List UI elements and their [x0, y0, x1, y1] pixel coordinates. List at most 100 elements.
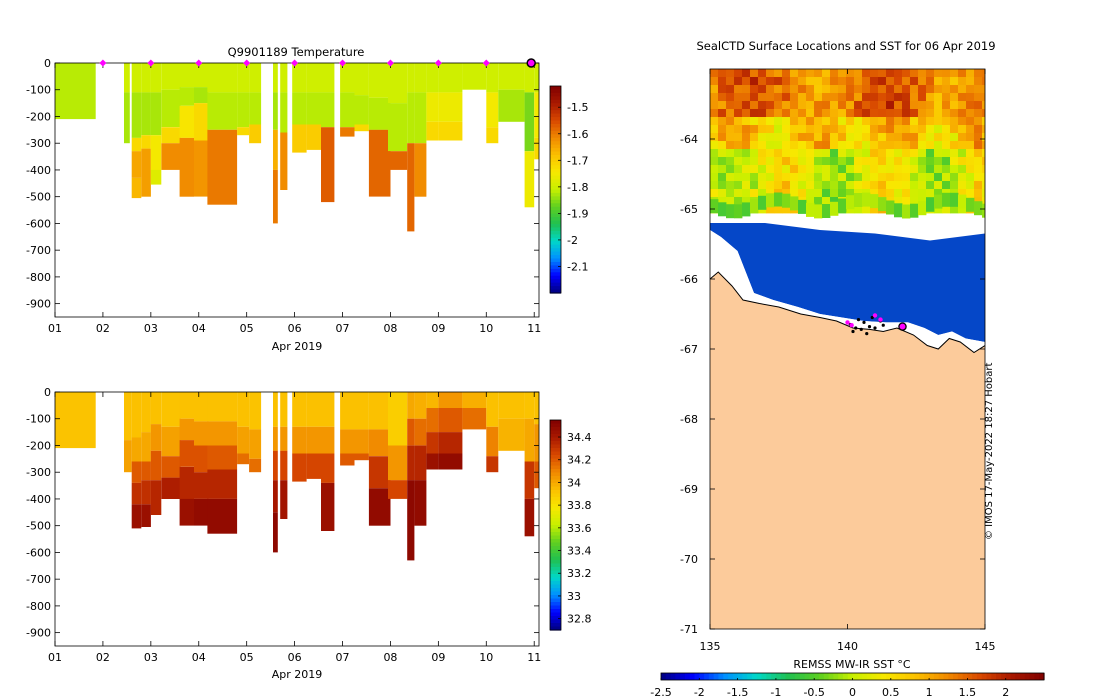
- sst-cell: [774, 149, 783, 158]
- sst-cell: [734, 181, 743, 190]
- sst-cell: [974, 77, 983, 86]
- colorbar-segment: [550, 472, 561, 477]
- profile-cell: [368, 429, 391, 457]
- sst-cell: [862, 101, 871, 110]
- profile-cell: [131, 392, 142, 438]
- colorbar-segment: [905, 673, 911, 680]
- profile-cell: [141, 148, 151, 197]
- x-tick-label: 03: [144, 322, 158, 335]
- profile-cell: [249, 63, 262, 93]
- sst-cell: [710, 133, 719, 142]
- temperature-panel: Q9901189 Temperature 0 -100 -200 -300 -400 -5…: [26, 45, 588, 353]
- sst-cell: [750, 157, 759, 166]
- sst-cell: [950, 192, 959, 207]
- profile-cell: [306, 453, 321, 479]
- sst-cell: [902, 93, 911, 102]
- sst-cell: [742, 133, 751, 142]
- colorbar-segment: [550, 521, 561, 526]
- sst-cell: [782, 77, 791, 86]
- colorbar-segment: [675, 673, 681, 680]
- sst-cell: [902, 85, 911, 94]
- sst-cell: [918, 85, 927, 94]
- sst-cell: [926, 173, 935, 182]
- sst-cell: [742, 85, 751, 94]
- sst-cell: [942, 181, 951, 190]
- x-tick-label: 02: [96, 322, 110, 335]
- colorbar-segment: [550, 500, 561, 505]
- sst-cell: [870, 93, 879, 102]
- sst-cell: [790, 101, 799, 110]
- sst-cell: [774, 141, 783, 150]
- ice-edge-band: [710, 223, 985, 342]
- colorbar-segment: [550, 609, 561, 614]
- sst-cell: [982, 197, 985, 206]
- colorbar-segment: [550, 141, 561, 146]
- sst-cell: [774, 117, 783, 126]
- sst-cell: [950, 93, 959, 102]
- sst-cell: [814, 85, 823, 94]
- sst-cell: [734, 93, 743, 102]
- colorbar-segment: [550, 549, 561, 554]
- colorbar-segment: [550, 199, 561, 204]
- sst-cell: [878, 197, 887, 212]
- colorbar-segment: [550, 203, 561, 208]
- sst-cell: [854, 85, 863, 94]
- map-y-tick-label: -66: [680, 273, 698, 286]
- sst-cell: [958, 109, 967, 118]
- sst-cell: [766, 149, 775, 158]
- profile-cell: [354, 63, 369, 96]
- profile-cell: [273, 426, 278, 451]
- sst-cell: [910, 189, 919, 198]
- colorbar-segment: [550, 217, 561, 222]
- sst-cell: [806, 181, 815, 190]
- sst-cell: [750, 189, 759, 198]
- sst-cell: [830, 197, 839, 206]
- colorbar-segment: [895, 673, 901, 680]
- surface-marker: [147, 59, 155, 67]
- sst-cell: [822, 133, 831, 142]
- profile-cell: [486, 426, 499, 457]
- colorbar-frame: [549, 419, 562, 631]
- profile-cell: [179, 466, 194, 499]
- profile-cell: [237, 392, 250, 427]
- colorbar-segment: [550, 458, 561, 463]
- sst-cell: [846, 117, 855, 126]
- colorbar-tick-label: 2: [1002, 686, 1009, 699]
- sst-cell: [982, 181, 985, 190]
- sst-cell: [782, 109, 791, 118]
- profile-cell: [306, 63, 321, 93]
- sst-cell: [878, 93, 887, 102]
- colorbar-segment: [550, 560, 561, 565]
- colorbar-segment: [550, 148, 561, 153]
- sst-cell: [862, 165, 871, 174]
- sst-cell: [910, 197, 919, 206]
- sst-cell: [710, 141, 719, 150]
- colorbar-segment: [550, 437, 561, 442]
- sst-cell: [942, 125, 951, 134]
- sst-cell: [926, 181, 935, 190]
- colorbar-segment: [967, 673, 973, 680]
- sst-cell: [934, 93, 943, 102]
- sst-cell: [750, 165, 759, 174]
- sst-cell: [902, 157, 911, 166]
- colorbar-segment: [909, 673, 916, 680]
- sst-cell: [870, 109, 879, 118]
- sst-cell: [902, 197, 911, 206]
- sst-cell: [846, 149, 855, 158]
- temperature-sections: [55, 63, 539, 232]
- sst-cell: [790, 117, 799, 126]
- sst-cell: [934, 205, 943, 214]
- y-tick-label: -500: [26, 520, 51, 533]
- profile-cell: [534, 392, 539, 425]
- profile-cell: [321, 63, 335, 93]
- sst-cell: [726, 77, 735, 86]
- profile-cell: [368, 97, 391, 130]
- sst-cell: [878, 141, 887, 150]
- sst-cell: [910, 117, 919, 126]
- profile-cell: [237, 92, 250, 128]
- map-y-tick-label: -68: [680, 413, 698, 426]
- colorbar-segment: [1000, 673, 1007, 680]
- sst-cell: [926, 85, 935, 94]
- profile-cell: [321, 92, 335, 128]
- sst-cell: [894, 133, 903, 142]
